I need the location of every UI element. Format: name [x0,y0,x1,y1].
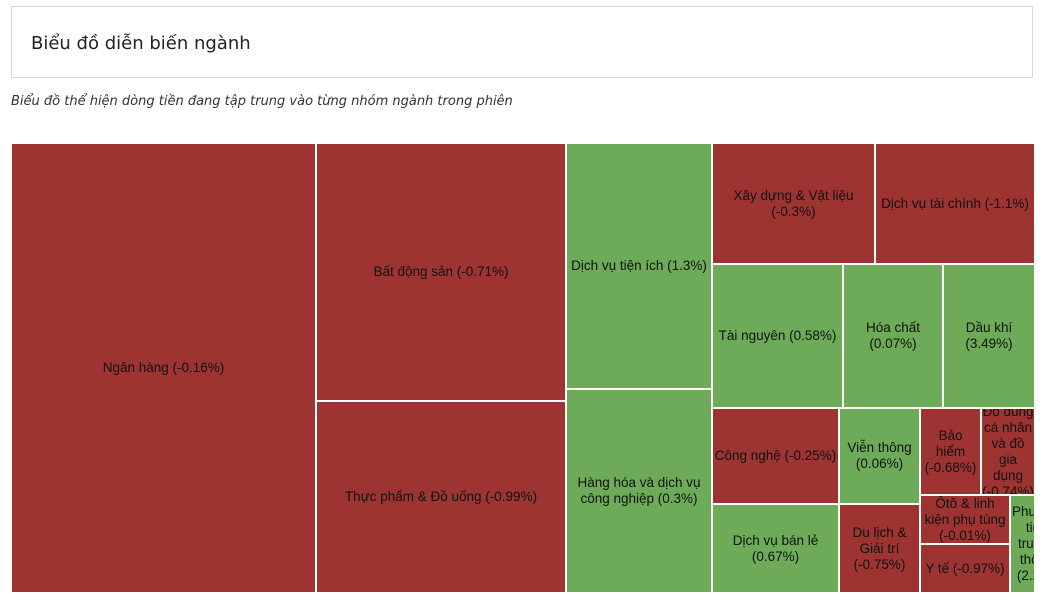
treemap-cell[interactable]: Xây dựng & Vật liệu (-0.3%) [712,143,875,264]
treemap-cell[interactable]: Dịch vụ tiện ích (1.3%) [566,143,712,389]
treemap-cell-label: Viễn thông (0.06%) [847,440,912,471]
treemap-cell-label: Du lịch & Giải trí (-0.75%) [852,524,907,572]
treemap-cell-label: Dầu khí (3.49%) [965,320,1013,351]
sector-treemap: Ngân hàng (-0.16%) Bất động sản (-0.71%) T… [11,143,1035,593]
treemap-cell-label: Xây dựng & Vật liệu (-0.3%) [733,187,854,219]
treemap-cell[interactable]: Dầu khí (3.49%) [943,264,1035,408]
chart-subtitle: Biểu đồ thể hiện dòng tiền đang tập trun… [11,94,513,109]
treemap-cell-label: Dịch vụ tiện ích (1.3%) [571,258,707,273]
treemap-cell[interactable]: Đồ dùng cá nhân và đồ gia dụng (-0.74%) [981,408,1035,495]
treemap-cell-label: Ôtô & linh kiện phụ tùng (-0.01%) [924,495,1006,543]
treemap-cell-label: Thực phẩm & Đồ uống (-0.99%) [344,489,538,504]
treemap-cell[interactable]: Ôtô & linh kiện phụ tùng (-0.01%) [920,495,1010,544]
treemap-cell[interactable]: Thực phẩm & Đồ uống (-0.99%) [316,401,566,593]
treemap-cell[interactable]: Viễn thông (0.06%) [839,408,920,504]
treemap-cell[interactable]: Bảo hiểm (-0.68%) [920,408,981,495]
page-title: Biểu đồ diễn biến ngành [31,33,251,54]
treemap-cell-label: Dịch vụ tài chính (-1.1%) [881,195,1029,211]
treemap-cell-label: Y tế (-0.97%) [925,560,1005,576]
treemap-cell-label: Ngân hàng (-0.16%) [102,360,225,375]
treemap-cell[interactable]: Công nghệ (-0.25%) [712,408,839,504]
treemap-cell-label: Dịch vụ bán lẻ (0.67%) [732,532,819,564]
treemap-cell-label: Hàng hóa và dịch vụ công nghiệp (0.3%) [577,475,701,506]
treemap-cell[interactable]: Tài nguyên (0.58%) [712,264,843,408]
treemap-cell[interactable]: Bất động sản (-0.71%) [316,143,566,401]
treemap-cell-label: Bảo hiểm (-0.68%) [924,427,977,475]
treemap-cell-label: Phương tiện truyền thông (2.2%) [1012,504,1034,583]
treemap-cell[interactable]: Hóa chất (0.07%) [843,264,943,408]
treemap-cell[interactable]: Dịch vụ tài chính (-1.1%) [875,143,1035,264]
treemap-cell-label: Công nghệ (-0.25%) [714,448,837,463]
treemap-cell[interactable]: Du lịch & Giải trí (-0.75%) [839,504,920,593]
treemap-cell-label: Tài nguyên (0.58%) [718,328,837,343]
treemap-cell-label: Bất động sản (-0.71%) [373,264,509,279]
treemap-cell-label: Đồ dùng cá nhân và đồ gia dụng (-0.74%) [982,408,1034,495]
treemap-cell[interactable]: Hàng hóa và dịch vụ công nghiệp (0.3%) [566,389,712,593]
treemap-cell[interactable]: Ngân hàng (-0.16%) [11,143,316,593]
treemap-cell[interactable]: Dịch vụ bán lẻ (0.67%) [712,504,839,593]
treemap-cell[interactable]: Phương tiện truyền thông (2.2%) [1010,495,1035,593]
header-box: Biểu đồ diễn biến ngành [11,6,1033,78]
treemap-cell-label: Hóa chất (0.07%) [865,320,921,351]
treemap-cell[interactable]: Y tế (-0.97%) [920,544,1010,593]
